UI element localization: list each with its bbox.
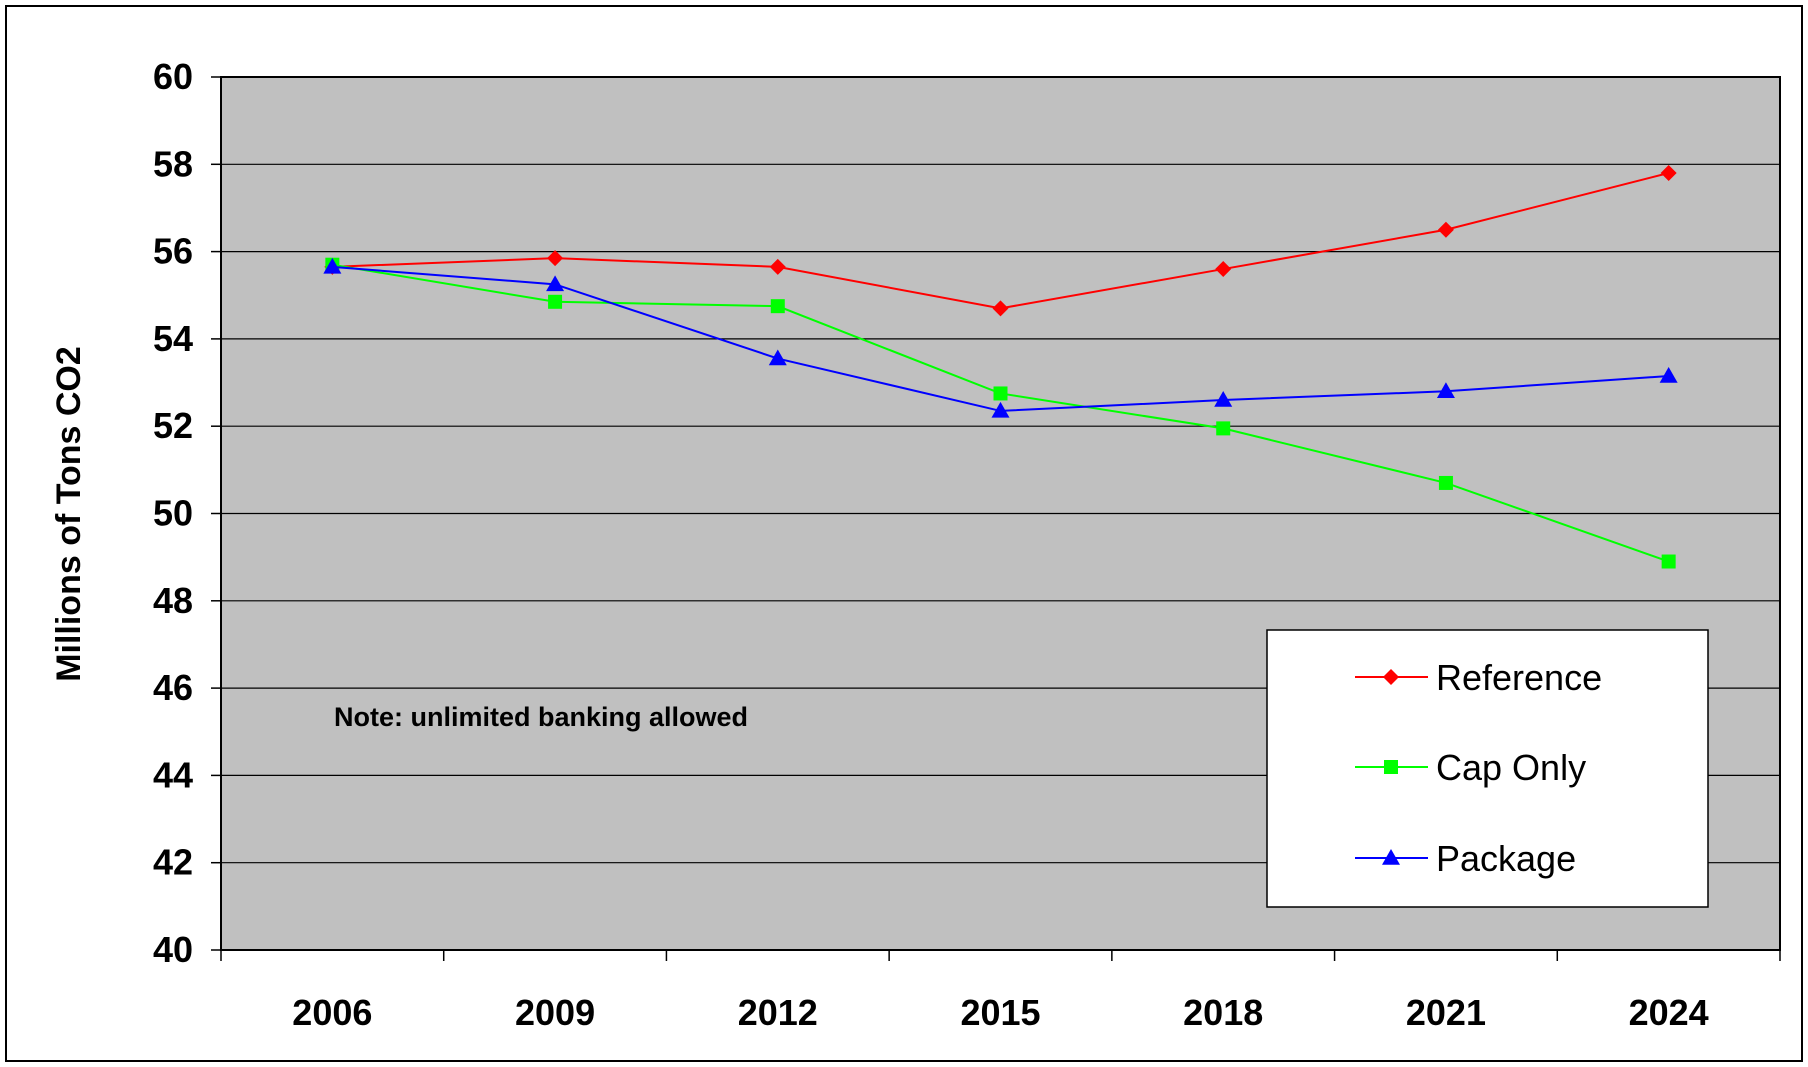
chart-note: Note: unlimited banking allowed: [334, 702, 748, 732]
y-tick-label: 48: [153, 580, 193, 621]
legend-marker: [1383, 669, 1399, 685]
legend: Reference Cap Only Package: [1266, 629, 1709, 908]
series-package: [323, 257, 1678, 418]
gridlines: [221, 163, 1780, 864]
legend-label: Package: [1436, 838, 1576, 879]
data-point-package: [1214, 391, 1233, 407]
x-tick-label: 2009: [515, 992, 595, 1033]
legend-entry-cap-only: Cap Only: [1355, 747, 1586, 788]
data-point-reference: [1215, 261, 1232, 278]
y-axis-title: Millions of Tons CO2: [50, 346, 88, 682]
y-tick-label: 40: [153, 929, 193, 970]
x-tick-label: 2018: [1183, 992, 1263, 1033]
y-tick-label: 54: [153, 318, 193, 359]
legend-entry-reference: Reference: [1355, 657, 1602, 698]
x-tick-label: 2021: [1406, 992, 1486, 1033]
data-point-package: [1659, 367, 1678, 383]
legend-entry-package: Package: [1355, 838, 1576, 879]
data-point-reference: [1437, 221, 1454, 238]
y-tick-label: 50: [153, 493, 193, 534]
y-tick-label: 60: [153, 56, 193, 97]
data-point-cap-only: [770, 299, 785, 314]
data-point-package: [1436, 382, 1455, 399]
data-point-cap-only: [1661, 554, 1676, 569]
data-point-package: [768, 349, 787, 366]
axes: 40 42 44 46 48 50 52 54 56 58 60 2006 2009 2012 2015 20…: [153, 56, 1781, 1033]
legend-label: Cap Only: [1436, 747, 1586, 788]
legend-marker: [1384, 760, 1398, 774]
y-tick-label: 44: [153, 754, 193, 795]
series-layer: [323, 165, 1678, 569]
y-tick-label: 52: [153, 405, 193, 446]
y-tick-label: 58: [153, 143, 193, 184]
legend-marker: [1382, 849, 1400, 865]
x-tick-label: 2015: [960, 992, 1040, 1033]
legend-label: Reference: [1436, 657, 1602, 698]
data-point-package: [323, 257, 342, 274]
y-tick-label: 46: [153, 667, 193, 708]
data-point-cap-only: [1216, 421, 1231, 436]
x-tick-label: 2012: [738, 992, 818, 1033]
data-point-cap-only: [993, 386, 1008, 401]
legend-box: [1266, 629, 1709, 908]
data-point-package: [546, 275, 565, 292]
x-tick-label: 2006: [292, 992, 372, 1033]
data-point-package: [991, 401, 1010, 418]
data-point-reference: [547, 250, 564, 267]
x-tick-label: 2024: [1629, 992, 1709, 1033]
y-tick-label: 56: [153, 231, 193, 272]
data-point-cap-only: [548, 294, 563, 309]
data-point-cap-only: [1438, 475, 1453, 490]
data-point-reference: [1660, 165, 1677, 182]
y-tick-label: 42: [153, 842, 193, 883]
data-point-reference: [769, 258, 786, 275]
data-point-reference: [992, 300, 1009, 317]
